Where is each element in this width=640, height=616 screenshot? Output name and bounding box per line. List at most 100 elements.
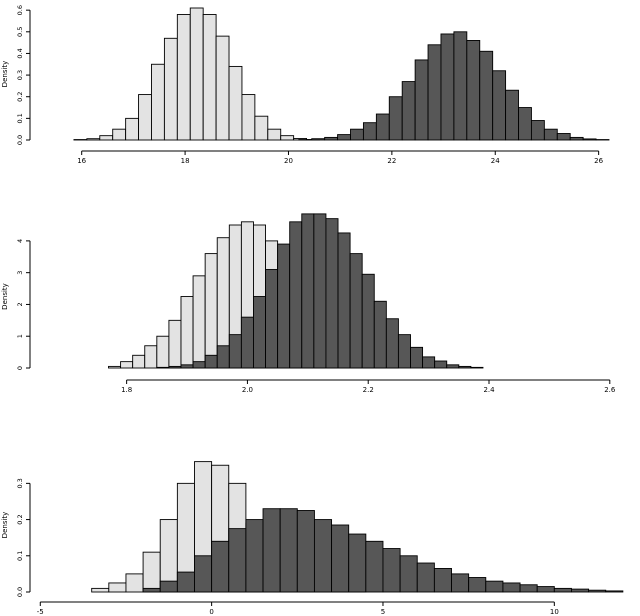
histogram-bar-dark-13 [313,213,327,369]
histogram-bar-dark-11 [289,221,303,369]
histogram-bar-light-6 [138,94,152,141]
histogram-bar-dark-13 [365,540,384,593]
histogram-bar-light-6 [180,296,194,369]
histogram-bar-dark-15 [337,232,351,369]
histogram-bar-dark-0 [156,366,170,369]
x-tick-label-2: 5 [381,608,385,616]
histogram-bar-dark-1 [159,580,178,593]
y-tick-label-1: 1 [16,334,24,338]
histogram-bar-dark-0 [142,587,161,593]
histogram-bar-dark-24 [446,364,460,369]
y-tick-label-0: 0.0 [16,587,24,597]
y-tick-label-0: 0.0 [16,135,24,145]
histogram-bar-dark-3 [192,361,206,369]
y-tick-label-2: 2 [16,302,24,306]
histogram-bar-light-16 [267,128,282,141]
histogram-bar-dark-21 [502,582,521,593]
histogram-bar-light-4 [112,128,127,141]
histogram-bar-dark-2 [180,364,194,369]
y-tick-label-0: 0 [16,366,24,370]
histogram-bar-dark-21 [410,346,424,369]
y-tick-label-3: 0.3 [16,478,24,488]
histogram-bar-dark-18 [373,300,387,369]
histogram-bar-dark-24 [553,587,572,593]
histogram-bar-dark-1 [311,138,326,141]
histogram-bar-dark-22 [422,356,436,369]
histogram-bar-dark-12 [348,533,367,593]
histogram-bar-dark-19 [385,318,399,369]
y-tick-label-6: 0.6 [16,5,24,15]
x-tick-label-1: 18 [181,157,190,165]
histogram-bar-light-2 [86,138,101,141]
histogram-bar-dark-3 [337,134,351,141]
histogram-bar-dark-5 [228,528,247,593]
histogram-bar-light-2 [125,573,144,593]
histogram-bar-light-1 [108,582,127,593]
y-tick-label-3: 0.3 [16,70,24,80]
x-tick-label-5: 26 [594,157,603,165]
histogram-panel-3: 0.0 0.1 0.2 0.3 Density -5 0 5 10 [1,461,624,616]
histogram-bar-light-0 [108,365,122,369]
histogram-bar-light-17 [280,135,295,141]
histogram-bar-dark-5 [216,345,230,369]
histogram-bar-dark-11 [440,33,455,141]
histogram-bar-dark-7 [262,508,281,593]
histogram-bar-dark-12 [301,213,315,369]
histogram-bar-light-13 [228,65,243,141]
x-tick-label-0: -5 [37,608,44,616]
histogram-bar-dark-4 [211,540,230,593]
histogram-bar-light-10 [189,7,204,141]
histogram-bar-dark-11 [331,524,350,593]
histogram-bar-dark-5 [362,122,377,141]
histogram-bar-dark-22 [519,584,538,593]
histogram-bar-dark-9 [414,59,429,141]
histogram-bar-light-3 [144,345,158,369]
histogram-bar-dark-14 [382,548,401,593]
histogram-bar-dark-21 [569,136,584,141]
y-tick-label-5: 0.5 [16,27,24,37]
histogram-bar-dark-27 [605,590,624,593]
histogram-bar-light-14 [241,94,256,141]
histogram-bar-dark-15 [492,70,507,141]
y-axis-label: Density [1,283,9,310]
histogram-bar-light-5 [125,117,140,141]
histogram-bar-dark-9 [265,269,279,369]
y-tick-label-2: 0.2 [16,92,24,102]
histogram-bar-dark-7 [388,96,403,141]
x-tick-label-1: 2.0 [242,386,253,394]
histogram-bar-light-4 [156,335,170,369]
histogram-panel-1: 0.0 0.1 0.2 0.3 0.4 0.5 0.6 Density 16 18 20 22 24 26 [1,5,610,165]
histogram-bar-dark-10 [313,519,333,593]
histogram-bar-light-1 [120,361,134,369]
x-tick-label-1: 0 [209,608,213,616]
histogram-bar-dark-20 [556,133,571,141]
histogram-bar-dark-10 [277,243,291,369]
histogram-bar-dark-7 [240,316,254,369]
histogram-bar-light-2 [132,354,146,369]
x-tick-label-4: 2.6 [604,386,616,394]
histogram-bar-light-7 [151,63,165,141]
histogram-bar-dark-19 [468,577,487,593]
histogram-panel-2: 0 1 2 3 4 Density 1.8 2.0 2.2 2.4 2.6 [1,213,616,394]
histogram-bar-dark-12 [453,31,468,141]
histogram-bar-dark-26 [588,589,607,593]
histogram-bar-dark-8 [279,508,298,593]
histogram-bar-dark-6 [228,334,242,369]
x-tick-label-0: 1.8 [121,386,132,394]
histogram-bar-light-15 [254,115,269,141]
histogram-bar-dark-14 [325,218,339,369]
histogram-bar-dark-17 [433,568,452,593]
histogram-bar-dark-3 [194,555,213,593]
histogram-bar-dark-22 [582,138,597,141]
histogram-bar-dark-14 [479,50,494,141]
histogram-bar-light-12 [215,35,230,141]
y-axis-label: Density [1,512,9,539]
x-tick-label-3: 22 [387,157,396,165]
histogram-bar-dark-16 [505,89,519,141]
histogram-bar-dark-16 [416,562,435,593]
histogram-bar-dark-18 [530,120,545,141]
y-tick-label-3: 3 [16,271,24,275]
histogram-bar-dark-23 [536,586,555,593]
histogram-bar-dark-6 [375,113,390,141]
